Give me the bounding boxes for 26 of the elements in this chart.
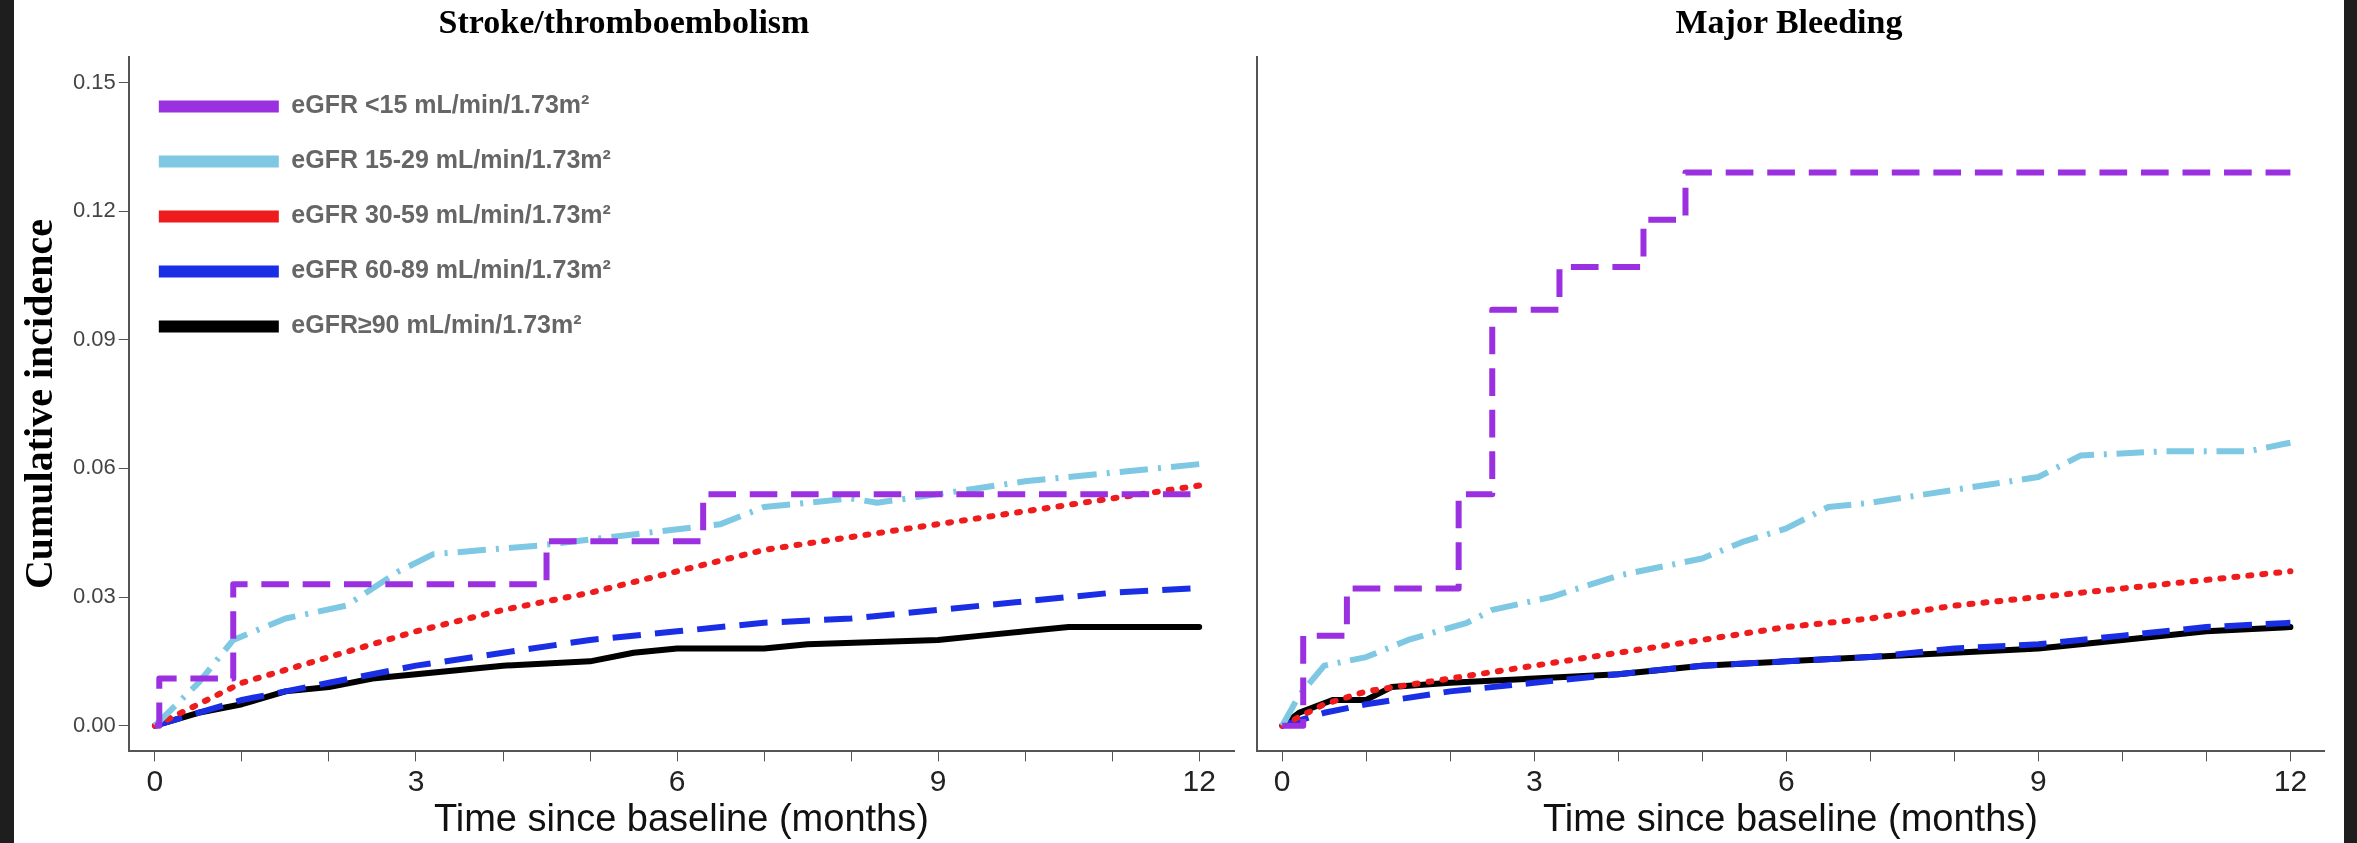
y-tick-label: 0.03 [72, 583, 116, 609]
x-tick-label: 12 [2273, 763, 2308, 797]
y-tick-label: 0.09 [72, 325, 116, 351]
x-tick-label: 9 [929, 763, 947, 797]
y-tick-label: 0.15 [72, 68, 116, 94]
legend-label: eGFR 15-29 mL/min/1.73m² [291, 145, 611, 174]
y-axis-title: Cumulative incidence [16, 219, 62, 590]
x-axis-title: Time since baseline (months) [433, 796, 929, 839]
x-tick-label: 9 [2030, 763, 2047, 797]
legend-label: eGFR 30-59 mL/min/1.73m² [291, 200, 611, 229]
x-tick-label: 6 [668, 763, 686, 797]
x-tick-label: 0 [1273, 763, 1291, 797]
chart-title: Stroke/thromboembolism [438, 3, 810, 41]
y-tick-label: 0.00 [72, 711, 116, 737]
x-tick-label: 3 [1525, 763, 1543, 797]
y-tick-label: 0.12 [72, 197, 116, 223]
legend-label: eGFR≥90 mL/min/1.73m² [291, 310, 582, 339]
chart-title: Major Bleeding [1675, 3, 1903, 41]
legend-label: eGFR <15 mL/min/1.73m² [291, 90, 590, 119]
y-tick-label: 0.06 [72, 454, 116, 480]
legend-label: eGFR 60-89 mL/min/1.73m² [291, 255, 611, 284]
x-axis-title: Time since baseline (months) [1543, 796, 2038, 839]
x-tick-label: 12 [1182, 763, 1216, 797]
x-tick-label: 6 [1777, 763, 1795, 797]
x-tick-label: 3 [407, 763, 425, 797]
x-tick-label: 0 [146, 763, 164, 797]
